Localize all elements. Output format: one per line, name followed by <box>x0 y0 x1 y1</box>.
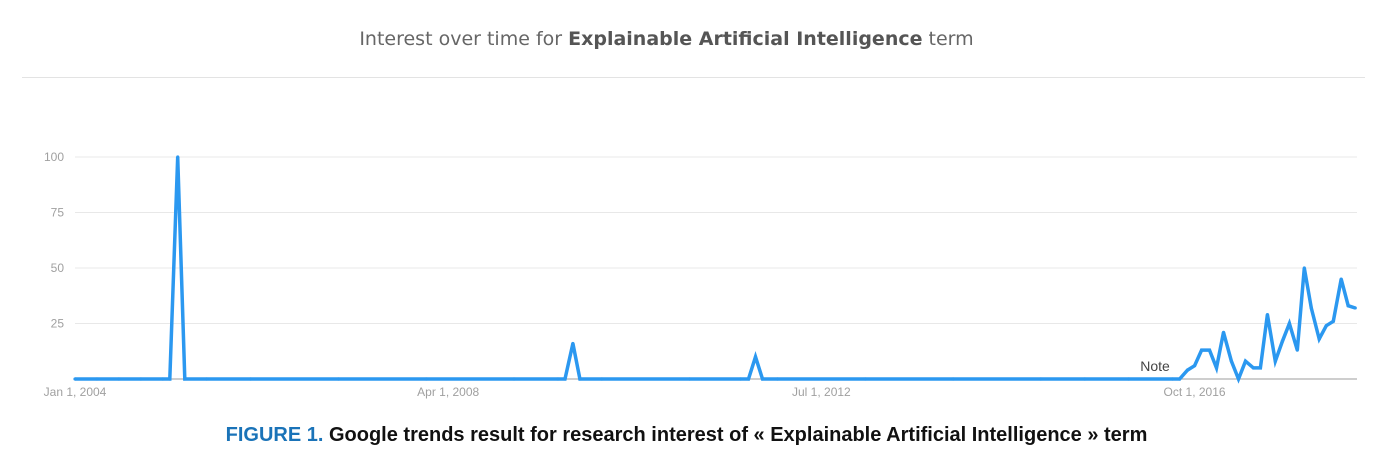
data-point <box>1331 319 1335 323</box>
data-point <box>117 377 121 381</box>
data-point <box>205 377 209 381</box>
data-point <box>168 377 172 381</box>
data-point <box>1287 321 1291 326</box>
note-annotation: Note <box>1140 358 1170 374</box>
data-point <box>1221 330 1226 334</box>
data-point <box>336 377 341 381</box>
data-point <box>249 377 253 381</box>
data-point <box>1302 266 1306 270</box>
data-point <box>775 377 780 381</box>
x-tick-label: Jan 1, 2004 <box>44 385 107 399</box>
data-point <box>1207 348 1212 352</box>
data-point <box>1346 304 1350 308</box>
data-point <box>1317 337 1321 341</box>
data-point <box>951 377 955 381</box>
interest-line-chart: 25 50 75 100 Jan 1, 2004 Apr 1, 2008 Jul 1, 20… <box>44 150 1357 399</box>
data-point <box>1127 377 1131 381</box>
data-point <box>1214 366 1219 370</box>
data-point <box>753 355 758 359</box>
data-point <box>161 377 165 381</box>
data-point <box>1280 339 1284 343</box>
chart-title: Interest over time for Explainable Artif… <box>0 28 1333 50</box>
data-point <box>1192 364 1197 368</box>
data-point <box>73 377 77 381</box>
x-tick-label: Jul 1, 2012 <box>792 385 851 399</box>
data-point <box>571 341 575 346</box>
data-point <box>1273 359 1277 363</box>
data-point <box>1251 366 1255 370</box>
data-point <box>176 155 180 159</box>
data-point <box>556 377 560 381</box>
data-point <box>183 377 187 381</box>
figure-caption: FIGURE 1. Google trends result for resea… <box>0 424 1373 447</box>
data-point <box>424 377 428 381</box>
data-point <box>746 377 751 381</box>
data-point <box>1309 306 1313 310</box>
data-point <box>1236 377 1241 381</box>
data-point <box>1243 359 1248 363</box>
figure-label: FIGURE 1. <box>225 424 324 446</box>
data-point <box>95 377 99 381</box>
data-point <box>863 377 867 381</box>
x-tick-label: Apr 1, 2008 <box>417 385 479 399</box>
data-point <box>738 377 743 381</box>
chart-title-term: Explainable Artificial Intelligence <box>568 28 923 50</box>
data-point <box>688 377 692 381</box>
data-point <box>1229 359 1234 363</box>
title-divider <box>22 77 1365 78</box>
chart-title-prefix: Interest over time for <box>359 28 569 50</box>
data-point <box>1324 324 1328 328</box>
data-point <box>1178 377 1182 381</box>
data-point <box>760 377 765 381</box>
data-point <box>139 377 143 381</box>
data-point <box>1171 377 1175 381</box>
y-tick-label: 100 <box>44 150 64 164</box>
data-point <box>1353 306 1357 310</box>
figure-caption-text: Google trends result for research intere… <box>323 424 1148 446</box>
y-tick-label: 75 <box>51 206 65 220</box>
chart-title-suffix: term <box>922 28 974 50</box>
data-point <box>1039 377 1043 381</box>
data-point <box>1265 313 1270 317</box>
data-point <box>600 377 604 381</box>
y-tick-label: 25 <box>51 317 65 331</box>
data-point <box>578 377 582 381</box>
data-point <box>1258 366 1263 370</box>
data-point <box>1339 277 1343 281</box>
y-tick-label: 50 <box>51 261 65 275</box>
data-point <box>1295 348 1299 352</box>
data-point <box>1185 368 1190 372</box>
data-point <box>1199 348 1204 352</box>
data-point <box>1083 377 1087 381</box>
data-point <box>512 377 516 381</box>
x-tick-label: Oct 1, 2016 <box>1164 385 1226 399</box>
data-point <box>563 377 567 381</box>
